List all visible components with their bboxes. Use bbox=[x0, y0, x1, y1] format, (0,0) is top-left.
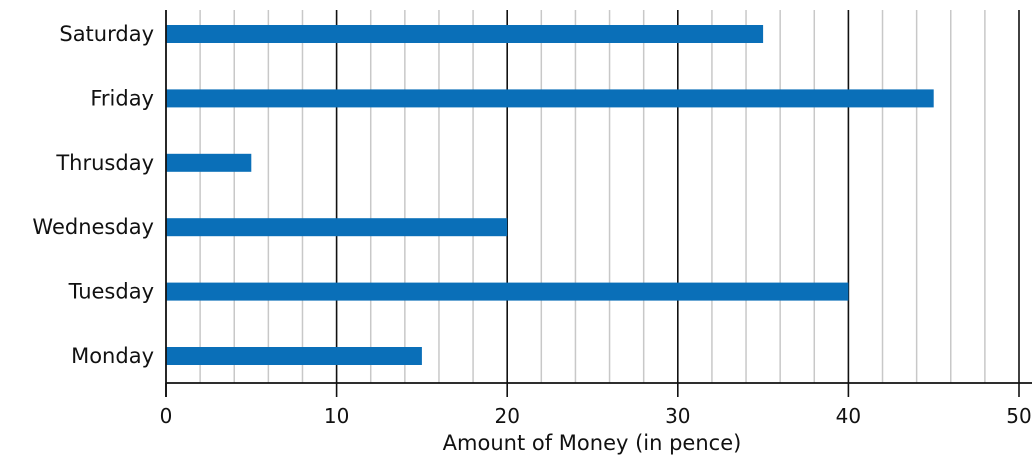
x-tick-label: 0 bbox=[160, 404, 173, 428]
category-label-thrusday: Thrusday bbox=[55, 151, 154, 175]
bar-saturday bbox=[166, 25, 764, 43]
axes bbox=[165, 10, 1032, 397]
category-label-monday: Monday bbox=[71, 344, 154, 368]
major-grid bbox=[335, 10, 1020, 383]
bar-tuesday bbox=[166, 282, 849, 301]
x-tick-label: 30 bbox=[665, 404, 690, 428]
x-tick-labels: 0 10 20 30 40 50 bbox=[160, 404, 1032, 428]
x-tick-label: 50 bbox=[1006, 404, 1031, 428]
bar-monday bbox=[166, 347, 422, 365]
bar-friday bbox=[166, 89, 934, 108]
bars bbox=[166, 25, 934, 365]
category-label-wednesday: Wednesday bbox=[32, 215, 154, 239]
x-tick-label: 20 bbox=[494, 404, 519, 428]
category-label-saturday: Saturday bbox=[59, 22, 154, 46]
x-tick-label: 40 bbox=[836, 404, 861, 428]
x-tick-label: 10 bbox=[324, 404, 349, 428]
category-labels: Monday Tuesday Wednesday Thrusday Friday Satu… bbox=[32, 22, 154, 368]
minor-grid bbox=[199, 10, 986, 383]
bar-wednesday bbox=[166, 218, 508, 237]
bar-thrusday bbox=[166, 153, 252, 172]
category-label-friday: Friday bbox=[90, 86, 154, 110]
category-label-tuesday: Tuesday bbox=[68, 280, 154, 304]
x-axis-label: Amount of Money (in pence) bbox=[443, 431, 742, 455]
